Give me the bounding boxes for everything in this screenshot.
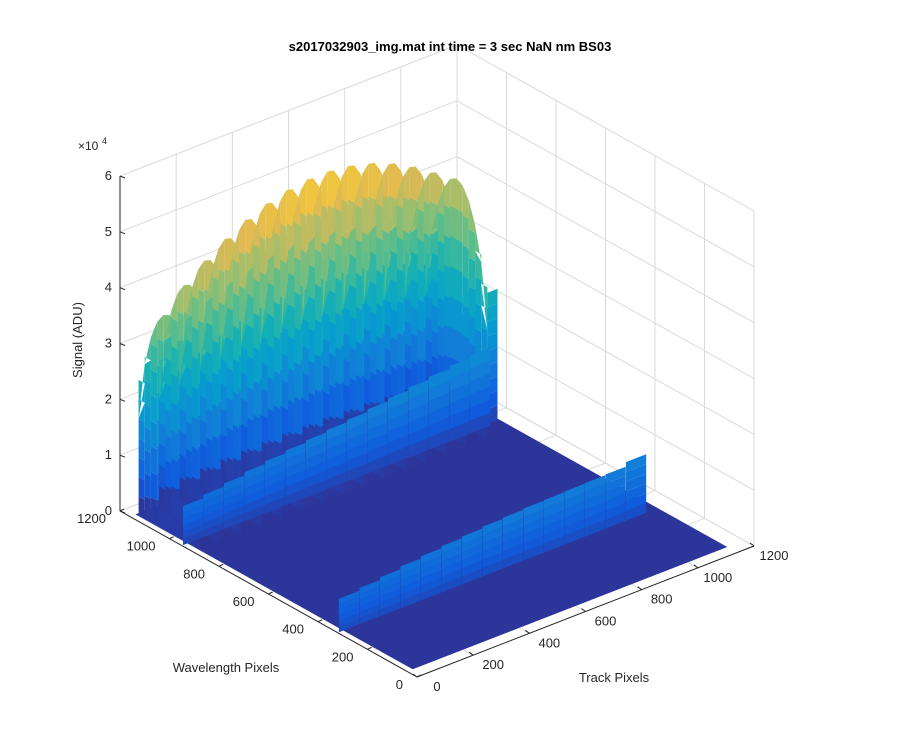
lower-band-segment-8 (482, 519, 503, 577)
grid-z-back-5 (119, 100, 458, 233)
z-tick-mark-5 (119, 231, 126, 235)
y-axis-label: Wavelength Pixels (173, 660, 280, 675)
z-tick-mark-4 (119, 287, 126, 291)
mid-band-segment-14 (449, 358, 470, 442)
z-tick-mark-3 (119, 343, 126, 346)
y-tick-label-4: 800 (183, 566, 205, 581)
z-axis-multiplier-exponent: 4 (102, 136, 107, 146)
x-tick-label-5: 1000 (703, 570, 732, 585)
mid-band-segment-3 (224, 475, 245, 530)
chart-title: s2017032903_img.mat int time = 3 sec NaN… (289, 39, 612, 54)
lower-band-segment-13 (584, 475, 606, 537)
z-tick-mark-1 (119, 454, 126, 458)
z-tick-label-5: 5 (105, 224, 112, 239)
lower-band-segment-7 (461, 528, 483, 585)
lower-band-segment-6 (441, 538, 462, 593)
x-tick-mark-3 (581, 608, 586, 612)
y-tick-label-2: 400 (282, 622, 304, 637)
x-tick-mark-5 (693, 564, 699, 569)
grid-z-side-6 (456, 44, 755, 212)
grid-z-side-5 (456, 100, 755, 268)
y-tick-mark-1 (367, 646, 372, 650)
x-axis-label: Track Pixels (579, 670, 650, 685)
mid-band-segment-15 (470, 347, 491, 434)
x-tick-label-6: 1200 (760, 548, 789, 563)
z-tick-label-2: 2 (105, 391, 112, 406)
z-tick-label-4: 4 (105, 280, 112, 295)
lower-band-segment-9 (502, 509, 524, 569)
grid-z-side-0 (456, 379, 755, 547)
z-tick-label-1: 1 (105, 447, 112, 462)
y-tick-label-0: 0 (396, 677, 403, 692)
lower-band-segment-1 (338, 590, 360, 633)
x-tick-mark-6 (749, 542, 755, 547)
mid-band-segment-10 (367, 401, 388, 474)
lower-band-segment-3 (379, 569, 401, 617)
mid-band-segment-1 (183, 498, 204, 546)
mid-band-segment-8 (326, 422, 347, 490)
y-tick-label-5: 1000 (127, 539, 156, 554)
grid-z-side-3 (456, 212, 755, 379)
lower-band-segment-5 (420, 548, 442, 601)
tick-labels: 0200400600800100012000200400600800100012… (77, 168, 788, 694)
grid-z-side-1 (456, 323, 755, 491)
mid-band-segment-2 (203, 486, 224, 538)
lower-band-segment-10 (523, 500, 544, 561)
mid-band-segment-4 (244, 464, 265, 522)
z-tick-label-6: 6 (105, 168, 112, 183)
grid-z-side-2 (456, 267, 755, 435)
y-tick-label-1: 200 (332, 649, 354, 664)
surface-data (135, 162, 728, 670)
z-axis-multiplier: ×10 4 (78, 136, 107, 153)
mid-band-segment-12 (408, 379, 429, 458)
mid-band-segment-6 (285, 442, 306, 506)
x-tick-label-1: 200 (482, 657, 504, 672)
z-tick-mark-6 (119, 175, 126, 179)
y-tick-mark-5 (169, 536, 174, 540)
mid-band-segment-11 (388, 390, 409, 466)
lower-band-segment-2 (359, 580, 380, 625)
y-tick-mark-2 (317, 619, 323, 623)
y-tick-mark-3 (268, 591, 273, 595)
x-tick-label-4: 800 (651, 592, 673, 607)
x-tick-label-3: 600 (595, 614, 617, 629)
y-tick-mark-6 (119, 508, 125, 512)
x-tick-label-0: 0 (433, 679, 440, 694)
lower-band-segment-11 (543, 492, 565, 553)
lower-band-segment-14 (605, 466, 626, 529)
lower-band-segment-12 (564, 483, 585, 545)
mid-band-segment-7 (306, 432, 327, 498)
x-tick-mark-4 (637, 586, 642, 591)
mid-band-segment-5 (265, 453, 286, 514)
grid-z-side-4 (456, 156, 755, 324)
z-tick-label-3: 3 (105, 336, 112, 351)
z-tick-mark-2 (119, 398, 126, 402)
y-tick-mark-0 (416, 674, 422, 678)
z-tick-mark-0 (119, 510, 126, 514)
lower-band-segment-4 (400, 558, 421, 609)
z-axis-label: Signal (ADU) (70, 302, 85, 378)
grid-z-back-6 (119, 44, 458, 177)
x-tick-label-2: 400 (538, 635, 560, 650)
y-tick-label-3: 600 (233, 594, 255, 609)
y-tick-label-6: 1200 (77, 511, 106, 526)
x-tick-mark-0 (412, 673, 418, 678)
z-axis-multiplier-base: ×10 (78, 139, 99, 153)
lower-band-segment-15 (625, 454, 647, 521)
mid-band-segment-13 (429, 369, 450, 450)
x-tick-mark-2 (525, 629, 530, 634)
mid-band-segment-9 (347, 412, 368, 482)
y-tick-mark-4 (218, 563, 224, 567)
z-tick-label-0: 0 (105, 503, 112, 518)
x-tick-mark-1 (468, 651, 474, 656)
